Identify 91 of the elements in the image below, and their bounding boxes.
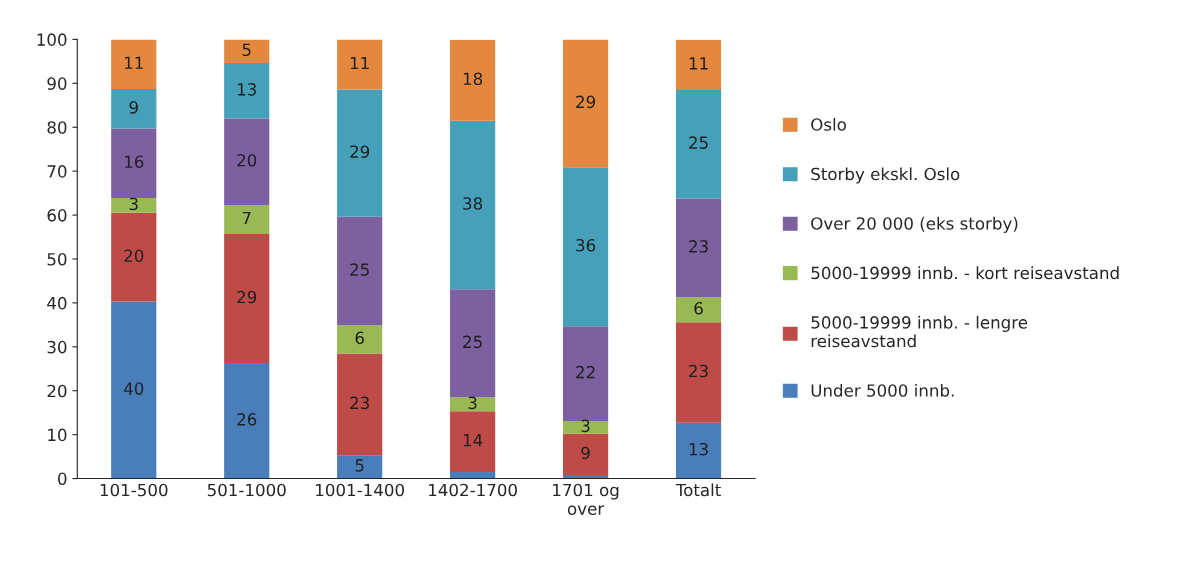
bar xyxy=(450,39,496,121)
y-tick-label: 10 xyxy=(48,428,67,442)
y-tick-label: 40 xyxy=(47,296,67,310)
bar xyxy=(337,39,383,90)
data-label: 23 xyxy=(350,396,369,410)
x-tick-label: 1001-1400 xyxy=(316,483,404,497)
x-tick-label: Totalt xyxy=(675,483,721,497)
bar xyxy=(224,39,270,64)
bar xyxy=(562,167,609,327)
bar xyxy=(450,289,496,398)
data-label: 11 xyxy=(350,56,369,70)
bar xyxy=(337,325,383,354)
data-label: 5 xyxy=(242,43,251,57)
bar xyxy=(450,411,496,472)
bar xyxy=(562,421,609,434)
data-label: 16 xyxy=(124,155,144,169)
data-label: 5 xyxy=(355,459,364,472)
data-label: 20 xyxy=(124,249,144,263)
data-label: 22 xyxy=(576,365,595,379)
bar xyxy=(224,118,270,205)
bar xyxy=(111,89,157,129)
data-label: 3 xyxy=(468,396,477,410)
y-tick-label: 0 xyxy=(58,472,67,486)
data-label: 25 xyxy=(350,263,369,276)
bar xyxy=(675,39,722,90)
data-label: 13 xyxy=(689,442,708,456)
x-tick-label: 1402-1700 xyxy=(429,483,517,497)
data-label: 9 xyxy=(129,101,138,114)
data-label: 7 xyxy=(242,211,251,225)
y-tick-label: 80 xyxy=(47,121,67,134)
y-tick-label: 50 xyxy=(47,252,67,266)
data-label: 6 xyxy=(355,331,364,345)
data-label: 9 xyxy=(581,446,590,460)
y-tick-label: 20 xyxy=(47,384,67,398)
data-label: 18 xyxy=(463,72,483,86)
data-label: 23 xyxy=(689,364,708,378)
bar xyxy=(675,422,722,479)
x-tick-label: 501-1000 xyxy=(207,483,286,497)
bar xyxy=(450,120,496,290)
legend-label: Over 20 000 (eks storby) xyxy=(811,216,1018,233)
bar xyxy=(450,397,496,412)
x-tick-label: 1701 og over xyxy=(553,483,619,515)
data-label: 3 xyxy=(129,197,138,211)
legend-label: 5000-19999 innb. - kort reiseavstand xyxy=(811,266,1119,280)
bar xyxy=(562,39,609,168)
data-label: 25 xyxy=(689,136,708,149)
y-tick-label: 60 xyxy=(47,209,67,222)
bar xyxy=(337,216,383,326)
legend-label: Under 5000 innb. xyxy=(811,383,954,397)
bar xyxy=(675,198,722,298)
y-tick-label: 30 xyxy=(47,340,67,354)
data-label: 6 xyxy=(694,301,703,315)
bar xyxy=(224,363,270,479)
bar xyxy=(224,204,270,234)
data-label: 25 xyxy=(463,335,482,349)
bar xyxy=(675,322,722,423)
bar xyxy=(224,63,270,119)
bar xyxy=(224,233,270,364)
data-label: 40 xyxy=(123,382,144,395)
x-tick-label: 101-500 xyxy=(100,483,168,497)
y-tick-label: 100 xyxy=(37,33,67,46)
bar xyxy=(675,89,722,199)
bar xyxy=(337,455,383,479)
data-label: 29 xyxy=(237,290,257,304)
bar xyxy=(337,89,383,217)
bar xyxy=(111,128,157,198)
legend-label: 5000-19999 innb. - lengre reiseavstand xyxy=(811,315,1028,348)
data-label: 11 xyxy=(124,56,143,69)
data-label: 29 xyxy=(576,95,596,109)
bar xyxy=(111,212,157,302)
data-label: 13 xyxy=(237,83,256,96)
bar xyxy=(111,39,157,90)
data-label: 11 xyxy=(689,57,708,70)
y-tick-label: 70 xyxy=(47,165,67,178)
data-label: 23 xyxy=(689,240,708,253)
data-label: 26 xyxy=(237,413,257,426)
data-label: 36 xyxy=(576,238,596,252)
data-label: 38 xyxy=(463,197,483,210)
bar xyxy=(562,433,609,476)
bar xyxy=(450,471,496,479)
bar xyxy=(337,353,383,456)
bar xyxy=(111,197,157,213)
legend-label: Oslo xyxy=(811,117,846,131)
y-tick-label: 90 xyxy=(47,77,67,90)
legend-label: Storby ekskl. Oslo xyxy=(811,167,960,184)
data-label: 14 xyxy=(463,434,483,447)
data-label: 3 xyxy=(581,419,590,433)
bar xyxy=(675,297,722,323)
data-label: 29 xyxy=(350,145,370,158)
bar xyxy=(111,301,157,479)
data-label: 20 xyxy=(237,153,257,167)
